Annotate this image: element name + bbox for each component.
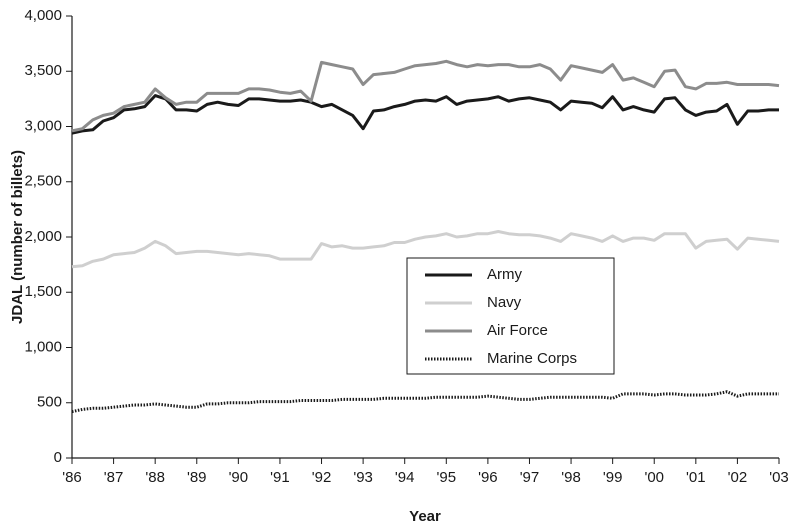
x-tick-label: '89 [187,469,207,486]
y-tick-label: 3,000 [24,117,62,134]
x-tick-label: '00 [644,469,664,486]
x-tick-label: '03 [769,469,789,486]
x-tick-label: '92 [312,469,332,486]
series-line [71,94,779,135]
x-tick-label: '86 [62,469,82,486]
y-tick-label: 2,000 [24,228,62,245]
x-tick-label: '01 [686,469,706,486]
y-tick-label: 2,500 [24,173,62,190]
legend-label: Army [487,266,522,283]
legend-box [406,257,615,375]
series-line [71,59,780,133]
legend-label: Marine Corps [487,350,577,367]
x-tick-label: '91 [270,469,290,486]
y-tick-label: 500 [37,394,62,411]
x-tick-label: '96 [478,469,498,486]
x-tick-label: '93 [353,469,373,486]
legend-label: Navy [487,294,522,311]
y-tick-label: 3,500 [24,62,62,79]
x-axis-label: Year [409,508,441,525]
y-tick-label: 1,500 [24,283,62,300]
x-tick-label: '95 [437,469,457,486]
x-tick-label: '97 [520,469,540,486]
y-tick-label: 1,000 [24,338,62,355]
x-tick-label: '94 [395,469,415,486]
x-tick-label: '98 [561,469,581,486]
x-tick-label: '99 [603,469,623,486]
x-tick-label: '02 [728,469,748,486]
x-tick-label: '88 [145,469,165,486]
legend-label: Air Force [487,322,548,339]
x-tick-label: '90 [229,469,249,486]
y-tick-label: 0 [54,449,62,466]
series-line [71,230,780,269]
x-tick-label: '87 [104,469,124,486]
series-line [71,390,779,414]
y-axis-label: JDAL (number of billets) [9,150,26,324]
y-tick-label: 4,000 [24,7,62,24]
